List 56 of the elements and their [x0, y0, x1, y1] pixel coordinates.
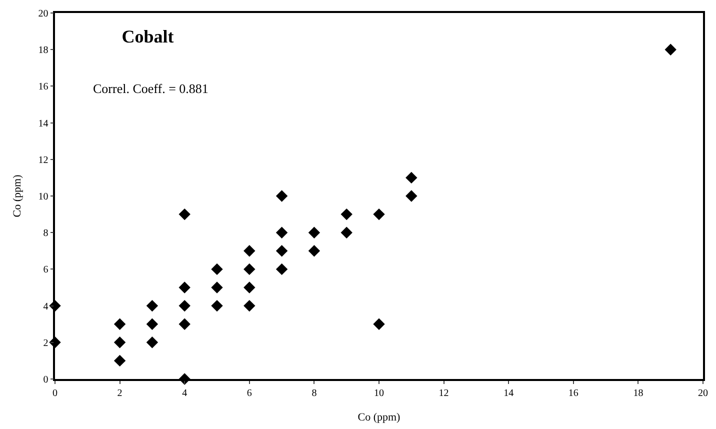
- point: [340, 208, 352, 220]
- point: [340, 226, 352, 238]
- point: [178, 282, 190, 294]
- point: [406, 172, 418, 184]
- x-tick-label: 14: [504, 388, 514, 399]
- point: [146, 336, 158, 348]
- point: [211, 282, 223, 294]
- point: [211, 300, 223, 312]
- y-tick-label: 18: [38, 45, 48, 56]
- point: [244, 300, 256, 312]
- point: [373, 318, 385, 330]
- y-tick-label: 16: [38, 82, 48, 93]
- y-axis-title: Co (ppm): [11, 174, 24, 218]
- point: [178, 300, 190, 312]
- point: [373, 208, 385, 220]
- y-tick-label: 12: [38, 154, 48, 166]
- x-tick-label: 18: [633, 388, 644, 399]
- text: Cobalt: [122, 26, 174, 47]
- point: [244, 282, 256, 294]
- x-tick-label: 4: [182, 388, 188, 399]
- y-tick-label: 6: [43, 264, 48, 276]
- annotation: Correl. Coeff. = 0.881: [93, 81, 208, 96]
- point: [146, 300, 158, 312]
- point: [211, 263, 223, 276]
- y-tick-label: 4: [43, 301, 48, 312]
- y-tick-label: 10: [38, 192, 48, 202]
- point: [146, 318, 158, 330]
- x-tick-label: 2: [117, 388, 122, 399]
- point: [244, 245, 256, 257]
- point: [114, 318, 126, 330]
- point: [114, 354, 126, 367]
- point: [308, 226, 320, 238]
- point: [244, 263, 256, 276]
- y-tick-label: 14: [38, 118, 48, 130]
- point: [308, 245, 320, 257]
- point: [114, 336, 126, 348]
- y-tick-label: 2: [43, 338, 48, 349]
- y-tick-label: 8: [43, 228, 48, 240]
- point: [276, 263, 288, 276]
- x-tick-label: 16: [568, 388, 578, 399]
- point: [276, 190, 288, 202]
- point: [276, 226, 288, 238]
- x-tick-label: 0: [52, 388, 58, 399]
- point: [276, 245, 288, 257]
- y-tick-label: 20: [38, 8, 48, 20]
- x-tick-label: 12: [438, 388, 449, 399]
- x-tick-label: 8: [312, 388, 317, 399]
- point: [664, 44, 676, 56]
- x-tick-label: 20: [698, 388, 708, 399]
- x-axis-title: Co (ppm): [358, 411, 401, 424]
- point: [178, 318, 190, 330]
- y-tick-label: 0: [43, 374, 48, 386]
- point: [406, 190, 418, 202]
- x-tick-label: 6: [246, 388, 252, 399]
- x-tick-label: 10: [374, 388, 384, 399]
- point: [178, 208, 190, 220]
